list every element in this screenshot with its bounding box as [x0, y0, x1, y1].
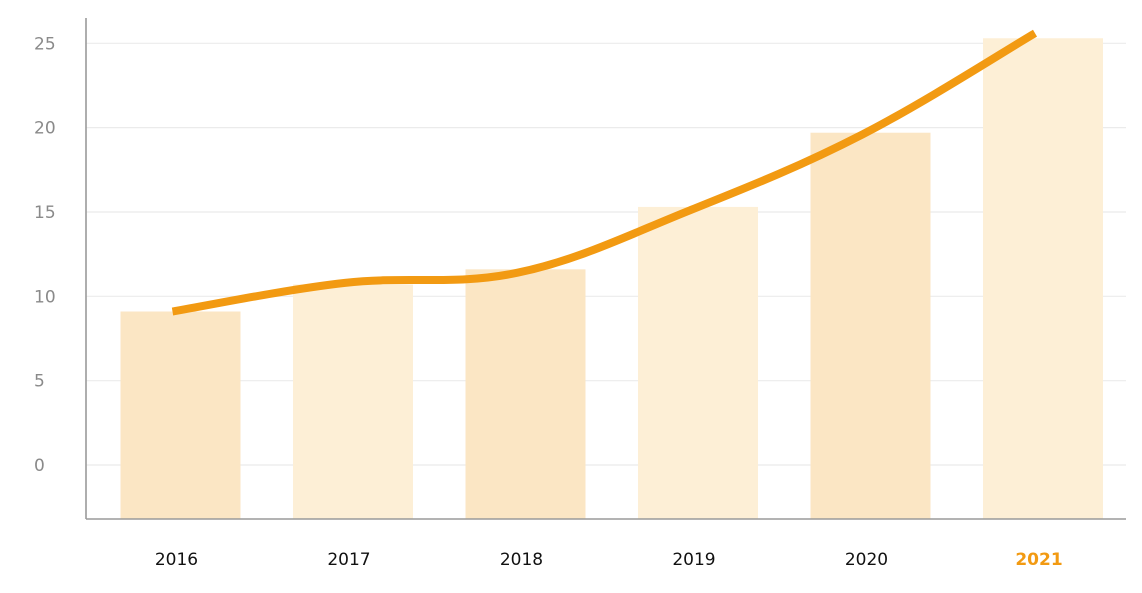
x-tick-label-2021: 2021 — [1015, 550, 1062, 570]
bar-2018 — [465, 269, 586, 519]
grid-lines — [86, 42, 1126, 466]
bar-2017 — [293, 284, 413, 519]
x-tick-label-2018: 2018 — [500, 550, 543, 570]
x-tick-label-2019: 2019 — [672, 550, 715, 570]
trend-line — [171, 29, 1038, 316]
line-series — [171, 29, 1038, 316]
y-tick-label: 5 — [34, 372, 45, 392]
y-tick-label: 25 — [34, 34, 56, 54]
bar-2019 — [638, 206, 758, 519]
y-tick-label: 15 — [34, 203, 56, 223]
y-tick-label: 10 — [34, 287, 56, 307]
x-tick-label-2016: 2016 — [155, 550, 198, 570]
x-axis-ticks: 2016 2017 2018 2019 2020 2021 — [155, 550, 1063, 570]
x-tick-label-2017: 2017 — [327, 550, 370, 570]
bar-2020 — [810, 132, 931, 519]
bar-2021 — [983, 38, 1103, 519]
y-tick-label: 0 — [34, 456, 45, 476]
y-axis-ticks: 0 5 10 15 20 25 — [34, 34, 56, 476]
bar-series — [120, 38, 1103, 519]
bar-2016 — [120, 311, 241, 519]
axes — [85, 18, 1126, 520]
y-tick-label: 20 — [34, 119, 56, 139]
x-tick-label-2020: 2020 — [845, 550, 888, 570]
